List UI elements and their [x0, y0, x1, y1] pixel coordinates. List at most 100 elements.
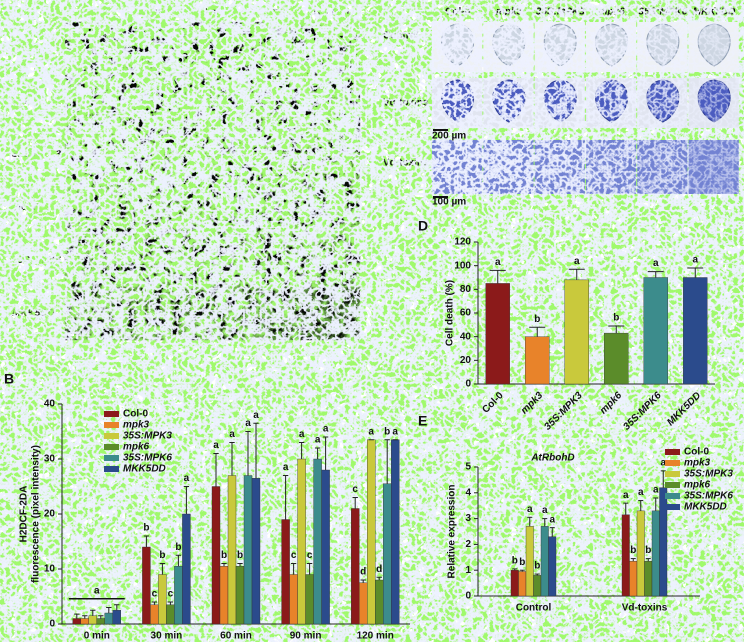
fluorescence [183, 22, 242, 75]
y-tick-label: 1 [465, 565, 471, 576]
fluorescence [183, 287, 242, 340]
legend-label: MKK5DD [684, 502, 727, 513]
row-label: Control [383, 31, 419, 42]
x-tick-label: 35S:MPK3 [542, 390, 585, 433]
significance-letter: a [549, 514, 555, 525]
legend-swatch [665, 482, 680, 488]
fluorescence [65, 287, 124, 340]
significance-letter: a [653, 485, 659, 496]
fluorescence [124, 181, 183, 234]
legend-label: mpk3 [123, 420, 150, 431]
bar [313, 458, 322, 625]
bar [651, 510, 660, 597]
significance-letter: c [168, 589, 174, 600]
y-tick-label: 120 [454, 237, 471, 248]
bar [548, 536, 557, 597]
leaf [543, 23, 577, 67]
legend-swatch [104, 466, 119, 472]
x-tick-label: 35S:MPK6 [621, 390, 664, 433]
y-tick-label: 60 [460, 308, 472, 319]
significance-letter: a [315, 435, 321, 446]
column-header: 0 min [81, 7, 107, 18]
y-tick-label: 3 [465, 513, 471, 524]
bar [182, 513, 191, 625]
fluorescence [242, 234, 301, 287]
y-tick-label: 10 [44, 564, 56, 575]
significance-letter: a [94, 585, 100, 596]
bar [96, 618, 106, 625]
bar [72, 618, 82, 625]
fluorescence [124, 128, 183, 181]
panel-label: E [418, 413, 427, 429]
significance-letter: d [376, 564, 382, 575]
fluorescence [301, 181, 360, 234]
significance-letter: b [534, 561, 540, 572]
fluorescence [242, 75, 301, 128]
bar [174, 566, 183, 625]
column-header: Col-0 [445, 7, 470, 18]
bar [88, 615, 98, 625]
row-label: 35S:MPK3 [12, 149, 61, 160]
fluorescence [65, 234, 124, 287]
leaf [697, 79, 731, 123]
fluorescence [242, 287, 301, 340]
panel-label: C [418, 1, 428, 17]
bar [564, 279, 589, 385]
bar [659, 487, 668, 597]
bar [80, 618, 90, 625]
row-label: mpk6 [12, 202, 39, 213]
column-header: 35S:MPK3 [536, 7, 585, 18]
significance-letter: c [152, 589, 158, 600]
fluorescence [183, 181, 242, 234]
y-tick-label: 0 [465, 379, 471, 390]
y-tick-label: 5 [465, 462, 471, 473]
significance-letter: c [307, 550, 313, 561]
row-label: Col-0 [12, 43, 37, 54]
legend-swatch [104, 444, 119, 450]
significance-letter: b [221, 550, 227, 561]
bar [510, 570, 519, 597]
significance-letter: d [360, 567, 366, 578]
legend-swatch [104, 422, 119, 428]
fluorescence [183, 234, 242, 287]
leaf [646, 23, 680, 67]
fluorescence [65, 75, 124, 128]
x-tick-label: 0 min [84, 631, 110, 642]
legend-label: 35S:MPK3 [123, 431, 172, 442]
x-tick-label: mpk3 [519, 390, 546, 417]
fluorescence [124, 234, 183, 287]
bar [142, 546, 151, 625]
y-tick-label: 4 [465, 487, 471, 498]
bar [644, 560, 653, 597]
row-label: 35S:MPK6 [12, 255, 61, 266]
significance-letter: a [692, 255, 698, 266]
bar [219, 566, 229, 625]
leaf [595, 79, 628, 123]
significance-letter: a [495, 257, 501, 268]
leaf [441, 79, 475, 123]
leaf [543, 79, 577, 123]
significance-letter: a [392, 426, 398, 437]
leaf-veins [534, 140, 585, 194]
x-tick-label: MKK5DD [665, 390, 703, 428]
x-tick-label: 30 min [151, 631, 183, 642]
significance-letter: b [143, 523, 149, 534]
bar [525, 526, 534, 597]
significance-letter: a [542, 505, 548, 516]
bar [158, 574, 167, 625]
bar [629, 560, 638, 597]
bar [525, 336, 550, 385]
significance-letter: a [574, 256, 580, 267]
bar [281, 519, 290, 625]
fluorescence [242, 181, 301, 234]
bar [533, 575, 542, 597]
legend-label: mpk3 [684, 458, 711, 469]
bar [351, 508, 360, 625]
x-tick-label: 60 min [220, 631, 252, 642]
column-header: mpk3 [496, 7, 523, 18]
bar [297, 458, 306, 625]
fluorescence [301, 234, 360, 287]
significance-letter: a [253, 410, 259, 421]
significance-letter: b [613, 313, 619, 324]
